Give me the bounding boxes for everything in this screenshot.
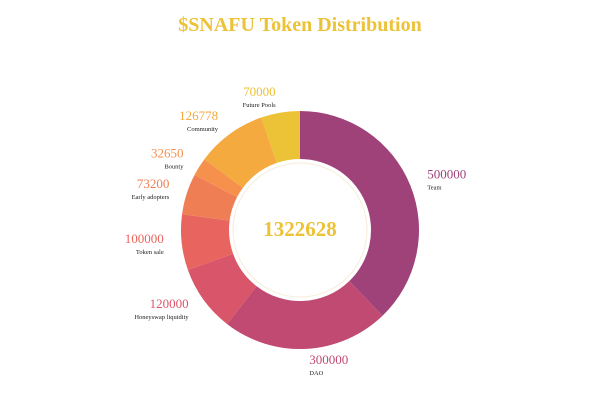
slice-dao[interactable] (227, 281, 383, 349)
category-label-dao: DAO (309, 370, 323, 377)
slice-future-pools[interactable] (261, 111, 300, 163)
slice-early-adopters[interactable] (182, 174, 238, 221)
category-label-bounty: Bounty (164, 163, 184, 170)
value-label-community: 126778 (179, 108, 218, 123)
value-label-early-adopters: 73200 (137, 176, 170, 191)
value-label-honeyswap-liquidity: 120000 (150, 296, 189, 311)
category-label-future-pools: Future Pools (243, 102, 277, 109)
category-label-early-adopters: Early adopters (132, 194, 170, 201)
slice-community[interactable] (204, 117, 277, 188)
slice-team[interactable] (300, 111, 420, 316)
category-label-honeyswap-liquidity: Honeyswap liquidity (134, 314, 189, 321)
value-label-bounty: 32650 (151, 145, 184, 160)
value-label-dao: 300000 (309, 352, 348, 367)
category-label-team: Team (427, 185, 441, 192)
category-label-token-sale: Token sale (136, 249, 164, 256)
slice-bounty[interactable] (194, 159, 243, 198)
slice-token-sale[interactable] (181, 214, 234, 270)
inner-ring (232, 162, 368, 298)
value-label-future-pools: 70000 (243, 84, 276, 99)
slice-honeyswap-liquidity[interactable] (187, 253, 257, 325)
value-label-token-sale: 100000 (125, 231, 164, 246)
category-label-community: Community (187, 126, 219, 133)
labels-group: 500000 Team 300000 DAO 120000 Honeyswap liqui… (125, 84, 466, 377)
value-label-team: 500000 (427, 167, 466, 182)
slices-group (181, 111, 420, 349)
total-label: 1322628 (263, 217, 337, 241)
chart-title: $SNAFU Token Distribution (178, 14, 422, 36)
